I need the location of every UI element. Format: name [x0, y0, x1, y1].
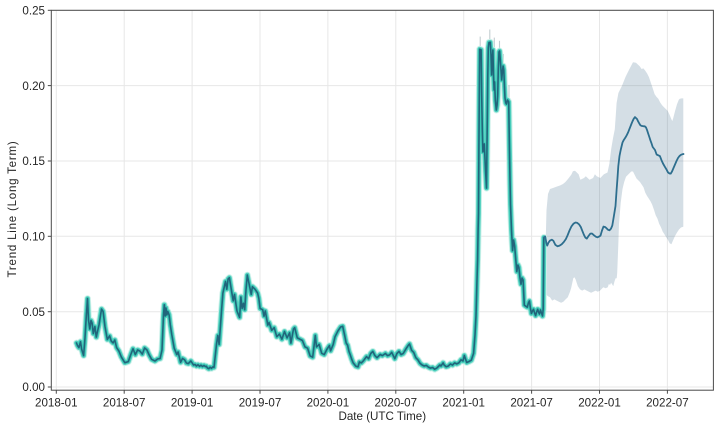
svg-text:0.25: 0.25 [22, 5, 45, 18]
svg-text:0.10: 0.10 [22, 231, 45, 244]
svg-text:2019-07: 2019-07 [239, 396, 282, 409]
svg-text:2018-07: 2018-07 [103, 396, 146, 409]
svg-text:2022-01: 2022-01 [578, 396, 621, 409]
svg-text:2021-07: 2021-07 [510, 396, 553, 409]
svg-text:2019-01: 2019-01 [171, 396, 214, 409]
svg-text:2022-07: 2022-07 [646, 396, 689, 409]
svg-text:0.00: 0.00 [22, 381, 45, 394]
svg-text:2018-01: 2018-01 [35, 396, 78, 409]
svg-text:0.05: 0.05 [22, 306, 45, 319]
svg-text:Date (UTC Time): Date (UTC Time) [338, 410, 426, 423]
svg-text:0.15: 0.15 [22, 155, 45, 168]
svg-text:2020-07: 2020-07 [375, 396, 418, 409]
svg-text:Trend Line (Long Term): Trend Line (Long Term) [6, 140, 19, 277]
svg-text:0.20: 0.20 [22, 80, 45, 93]
svg-text:2021-01: 2021-01 [442, 396, 485, 409]
svg-text:2020-01: 2020-01 [307, 396, 350, 409]
